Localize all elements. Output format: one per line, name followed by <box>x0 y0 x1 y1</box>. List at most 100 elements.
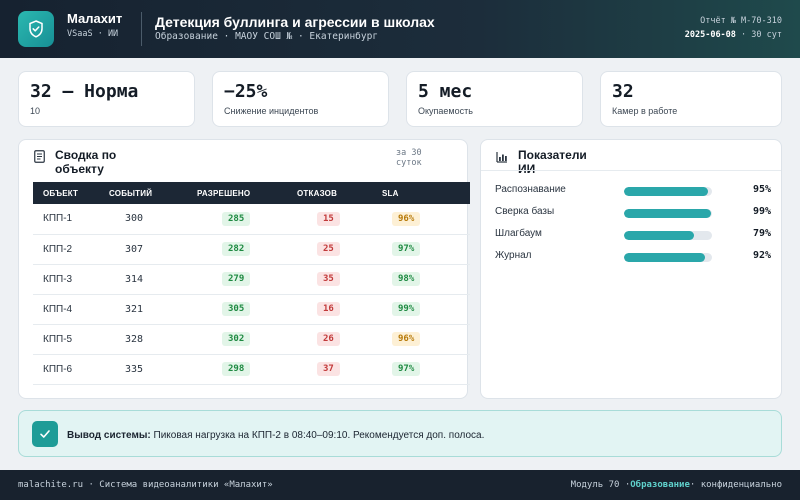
progress-fill <box>624 209 712 218</box>
allowed-badge: 305 <box>222 302 251 316</box>
metric-row: Шлагбаум 79% <box>495 228 771 242</box>
checkmark-icon <box>32 421 58 447</box>
cell-events: 335 <box>109 354 197 385</box>
kpi-value: 5 мес <box>418 81 473 102</box>
kpi-card-payback: 5 мес Окупаемость <box>406 71 583 127</box>
denied-badge: 16 <box>317 302 340 316</box>
metric-row: Распознавание 95% <box>495 184 771 198</box>
allowed-badge: 285 <box>222 211 251 226</box>
metric-row: Сверка базы 99% <box>495 206 771 220</box>
kpi-card-status: 32 — Норма 10 <box>18 71 195 127</box>
kpi-label: Окупаемость <box>418 106 473 116</box>
metric-label: Шлагбаум <box>495 228 542 239</box>
header-divider <box>141 12 142 46</box>
cell-events: 328 <box>109 324 197 355</box>
column-header: ОБЪЕКТ <box>33 182 109 204</box>
progress-track <box>624 187 712 196</box>
bar-chart-icon <box>496 150 508 168</box>
kpi-value: 32 — Норма <box>30 81 139 102</box>
progress-fill <box>624 187 708 196</box>
brand-subtitle: VSaaS · ИИ <box>67 29 119 39</box>
brand-name: Малахит <box>67 11 123 26</box>
cell-events: 321 <box>109 294 197 325</box>
sla-badge: 96% <box>392 211 421 226</box>
kpi-value: 32 <box>612 81 634 102</box>
table-header-row: ОБЪЕКТ СОБЫТИЙ РАЗРЕШЕНО ОТКАЗОВ SLA <box>33 182 470 204</box>
page-title: Детекция буллинга и агрессии в школах <box>155 14 435 30</box>
cell-object: КПП-3 <box>33 264 109 295</box>
column-header: РАЗРЕШЕНО <box>197 182 297 204</box>
kpi-label: Камер в работе <box>612 106 678 116</box>
metric-percent: 95% <box>752 184 771 195</box>
sla-badge: 97% <box>392 362 421 376</box>
cell-object: КПП-4 <box>33 294 109 325</box>
progress-track <box>624 209 712 218</box>
cell-object: КПП-5 <box>33 324 109 355</box>
summary-period: за 30 суток <box>396 148 422 168</box>
denied-badge: 37 <box>317 362 340 376</box>
table-row: КПП-6 335 298 37 97% <box>33 354 470 385</box>
metric-percent: 79% <box>752 228 771 239</box>
conclusion-label: Вывод системы: <box>67 430 151 441</box>
column-header: SLA <box>382 182 470 204</box>
cell-events: 300 <box>109 204 197 235</box>
denied-badge: 15 <box>317 211 340 226</box>
ai-metrics-title: Показатели ИИ <box>518 148 587 176</box>
table-row: КПП-2 307 282 25 97% <box>33 234 470 265</box>
column-header: ОТКАЗОВ <box>297 182 382 204</box>
metric-percent: 92% <box>752 250 771 261</box>
report-number: Отчёт № М-70-310 <box>700 16 782 26</box>
metric-row: Журнал 92% <box>495 250 771 264</box>
page-subtitle: Образование · МАОУ СОШ № · Екатеринбург <box>155 31 379 42</box>
system-conclusion: Вывод системы: Пиковая нагрузка на КПП-2… <box>18 410 782 457</box>
sla-badge: 97% <box>392 242 421 256</box>
progress-track <box>624 231 712 240</box>
kpi-card-incidents: −25% Снижение инцидентов <box>212 71 389 127</box>
cell-object: КПП-1 <box>33 204 109 235</box>
report-date-line: 2025-06-08 · 30 сут <box>662 28 782 42</box>
kpi-label: 10 <box>30 106 41 116</box>
sla-badge: 96% <box>392 332 421 346</box>
footer-module: Модуль 70 · <box>570 480 631 490</box>
column-header: СОБЫТИЙ <box>109 182 197 204</box>
app-header: Малахит VSaaS · ИИ Детекция буллинга и а… <box>0 0 800 58</box>
conclusion-body: Пиковая нагрузка на КПП-2 в 08:40–09:10.… <box>153 430 485 441</box>
summary-panel: Сводка по объекту за 30 суток ОБЪЕКТ СОБ… <box>18 139 470 399</box>
cell-events: 307 <box>109 234 197 265</box>
footer-left: malachite.ru · Система видеоаналитики «М… <box>18 480 273 490</box>
allowed-badge: 302 <box>222 332 251 346</box>
summary-title: Сводка по объекту <box>55 148 117 176</box>
brand: Малахит VSaaS · ИИ <box>67 11 137 42</box>
footer-right: Модуль 70 ·Образование· конфиденциально <box>571 480 782 490</box>
metric-label: Распознавание <box>495 184 566 195</box>
metric-label: Сверка базы <box>495 206 555 217</box>
kpi-card-cameras: 32 Камер в работе <box>600 71 782 127</box>
table-row: КПП-5 328 302 26 96% <box>33 324 470 355</box>
summary-table: ОБЪЕКТ СОБЫТИЙ РАЗРЕШЕНО ОТКАЗОВ SLA КПП… <box>33 182 470 385</box>
cell-object: КПП-6 <box>33 354 109 385</box>
progress-fill <box>624 253 705 262</box>
metric-percent: 99% <box>752 206 771 217</box>
report-duration: · 30 сут <box>741 30 782 40</box>
sla-badge: 98% <box>392 272 421 286</box>
report-date: 2025-06-08 <box>684 30 736 40</box>
shield-check-icon <box>18 11 54 47</box>
report-info: Отчёт № М-70-310 2025-06-08 · 30 сут <box>662 14 782 42</box>
kpi-value: −25% <box>224 81 268 102</box>
cell-object: КПП-2 <box>33 234 109 265</box>
table-row: КПП-1 300 285 15 96% <box>33 204 470 235</box>
app-footer: malachite.ru · Система видеоаналитики «М… <box>0 470 800 500</box>
progress-fill <box>624 231 694 240</box>
allowed-badge: 279 <box>222 272 251 286</box>
progress-track <box>624 253 712 262</box>
metric-label: Журнал <box>495 250 532 261</box>
sla-badge: 99% <box>392 302 421 316</box>
allowed-badge: 298 <box>222 362 251 376</box>
denied-badge: 26 <box>317 332 340 346</box>
table-row: КПП-4 321 305 16 99% <box>33 294 470 325</box>
denied-badge: 35 <box>317 272 340 286</box>
denied-badge: 25 <box>317 242 340 256</box>
ai-metrics-panel: Показатели ИИ Распознавание 95% Сверка б… <box>480 139 782 399</box>
footer-module-name: Образование <box>630 480 690 490</box>
cell-events: 314 <box>109 264 197 295</box>
